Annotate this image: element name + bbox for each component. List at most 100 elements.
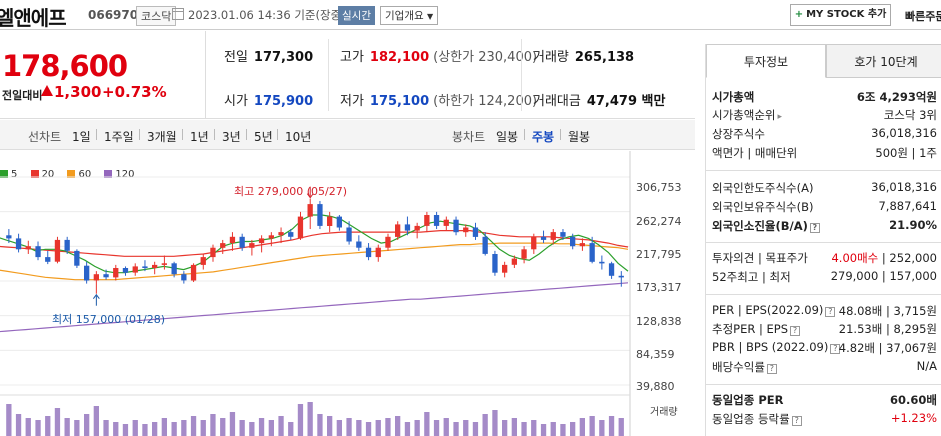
candle-body — [132, 266, 138, 273]
period-5y[interactable]: 5년 — [254, 130, 273, 144]
candle-monthly[interactable]: 월봉 — [568, 130, 591, 144]
foreign-ratio-row: 외국인소진율(B/A)? 21.90% — [712, 218, 937, 233]
period-3m[interactable]: 3개월 — [147, 130, 177, 144]
candle-body — [463, 227, 469, 233]
candle-daily[interactable]: 일봉 — [496, 130, 519, 144]
ma-legend-5: 5 — [0, 169, 17, 180]
volume-bar — [35, 420, 41, 436]
investment-info-panel: 투자정보 호가 10단계 시가총액 6조 4,293억원 시가총액순위 ▸ 코스닥 3… — [705, 44, 941, 436]
target-price-row: 투자의견 | 목표주가 4.00매수 | 252,000 — [712, 251, 937, 265]
candle-body — [618, 275, 624, 278]
volume-bar — [365, 422, 372, 436]
candle-body — [395, 224, 401, 237]
candle-body — [560, 232, 566, 237]
volume-bar — [327, 416, 333, 436]
candle-body — [297, 216, 304, 239]
volume-bar — [278, 416, 284, 436]
y-tick-label: 39,880 — [636, 380, 675, 393]
candle-body — [210, 247, 216, 258]
candle-body — [54, 239, 61, 262]
period-1w[interactable]: 1주일 — [104, 130, 134, 144]
volume-bar — [375, 420, 381, 436]
y-tick-label: 84,359 — [636, 348, 675, 361]
y-tick-label: 217,795 — [636, 248, 682, 261]
stock-chart[interactable]: 5 20 60 120 306,753 262,274 217,795 173,… — [0, 151, 695, 436]
volume-bar — [472, 422, 479, 436]
volume-bar — [239, 420, 245, 436]
volume-bar — [152, 422, 158, 436]
volume-bar — [15, 414, 22, 436]
candle-body — [35, 246, 41, 258]
low-annotation: 최저 157,000 (01/28) — [52, 313, 166, 326]
period-10y[interactable]: 10년 — [285, 130, 312, 144]
volume-bar — [433, 420, 440, 436]
volume-bar — [618, 418, 624, 436]
foreign-limit-row: 외국인한도주식수(A) 36,018,316 — [712, 180, 937, 195]
volume-bar — [482, 414, 488, 436]
high-annotation: 최고 279,000 (05/27) — [234, 185, 348, 198]
par-value-row: 액면가 | 매매단위 500원 | 1주 — [712, 146, 937, 160]
candle-body — [482, 236, 488, 254]
candle-body — [375, 247, 381, 258]
candle-body — [268, 235, 274, 239]
volume-bar — [492, 410, 498, 436]
candle-body — [317, 204, 323, 226]
help-icon[interactable]: ? — [825, 307, 836, 317]
volume-bar — [132, 420, 138, 436]
volume-bar — [113, 422, 119, 436]
foreign-holdings-row: 외국인보유주식수(B) 7,887,641 — [712, 199, 937, 214]
y-tick-label: 262,274 — [636, 215, 682, 228]
candle-weekly[interactable]: 주봉 — [532, 130, 555, 144]
52week-row: 52주최고 | 최저 279,000 | 157,000 — [712, 269, 937, 284]
candle-body — [229, 236, 236, 243]
candle-body — [74, 250, 80, 266]
help-icon[interactable]: ? — [766, 364, 777, 374]
period-1d[interactable]: 1일 — [72, 130, 91, 144]
chevron-right-icon: ▸ — [777, 112, 783, 122]
low-price: 저가 175,100 (하한가 124,200) — [340, 94, 538, 109]
candle-body — [220, 243, 226, 248]
listed-shares-row: 상장주식수 36,018,316 — [712, 126, 937, 141]
help-icon[interactable]: ? — [830, 344, 841, 354]
help-icon[interactable]: ? — [809, 223, 820, 233]
realtime-button[interactable]: 실시간 — [338, 6, 375, 25]
company-overview-dropdown[interactable]: 기업개요 ▼ — [380, 6, 439, 25]
candle-body — [570, 236, 576, 247]
candle-body — [346, 227, 352, 242]
volume-bar — [599, 420, 605, 436]
help-icon[interactable]: ? — [790, 326, 801, 336]
quick-order-button[interactable]: 빠른주문 — [905, 10, 941, 23]
volume-bar — [608, 416, 615, 436]
volume-bar — [249, 422, 255, 436]
candle-body — [103, 274, 109, 278]
candle-body — [356, 241, 362, 248]
change-rate: +0.73% — [102, 83, 167, 101]
volume-bar — [297, 404, 304, 436]
candle-body — [511, 258, 517, 265]
period-1y[interactable]: 1년 — [190, 130, 209, 144]
candle-body — [171, 263, 177, 275]
high-price: 고가 182,100 (상한가 230,400) — [340, 50, 538, 65]
volume-bar — [453, 422, 459, 436]
volume-bar — [356, 420, 362, 436]
plus-icon: + — [794, 9, 804, 20]
candle-body — [200, 257, 206, 265]
help-icon[interactable]: ? — [791, 416, 802, 426]
tab-investment-info[interactable]: 투자정보 — [706, 44, 826, 78]
volume-bar — [142, 424, 148, 436]
price-info-grid: 전일 177,300 고가 182,100 (상한가 230,400) 거래량 265,… — [205, 31, 695, 119]
chart-period-bar: 선차트 1일 1주일 3개월 1년 3년 5년 10년 봉차트 일봉 주봉 월봉 — [0, 120, 695, 150]
volume-bar — [45, 416, 51, 436]
candle-body — [258, 238, 265, 244]
candle-body — [327, 216, 333, 226]
add-mystock-button[interactable]: + MY STOCK 추가 — [790, 4, 891, 26]
period-3y[interactable]: 3년 — [222, 130, 241, 144]
y-tick-label: 128,838 — [636, 315, 682, 328]
tab-orderbook-10[interactable]: 호가 10단계 — [826, 44, 941, 78]
y-tick-label: 173,317 — [636, 281, 682, 294]
current-price: 178,600 — [2, 49, 128, 83]
candle-body — [502, 264, 508, 273]
volume-bar — [521, 422, 527, 436]
volume-bar — [540, 424, 547, 436]
candle-body — [443, 219, 449, 226]
